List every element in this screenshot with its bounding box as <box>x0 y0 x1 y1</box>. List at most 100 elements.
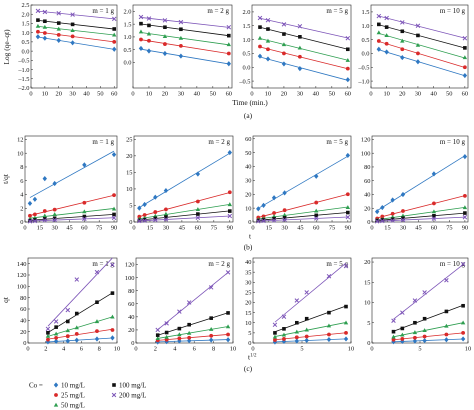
square-shape <box>226 311 230 315</box>
fit-line-10-mg-l <box>37 36 115 50</box>
diamond-shape <box>53 338 59 344</box>
ytick-label: 10 <box>245 205 251 212</box>
point-100-mg-l <box>401 216 405 221</box>
triangle-shape <box>297 45 303 50</box>
point-100-mg-l <box>179 27 183 32</box>
point-100-mg-l <box>390 217 395 222</box>
square-shape <box>282 32 286 36</box>
point-100-mg-l <box>43 19 47 24</box>
triangle-shape <box>35 23 41 28</box>
point-50-mg-l <box>400 38 405 43</box>
ytick-label: 20 <box>128 327 134 334</box>
xtick-label: 60 <box>195 225 201 232</box>
circle-shape <box>70 34 75 39</box>
circle-shape <box>391 337 396 342</box>
panel-b-m-2-g: 25 20 15 10 5 00 15 30 45 60 75 90 m = 2 g <box>126 135 234 232</box>
diamond-shape <box>431 171 437 177</box>
point-200-mg-l <box>153 217 158 223</box>
cross-stroke <box>431 216 437 221</box>
point-200-mg-l <box>226 24 232 30</box>
xtick-label: 90 <box>345 225 351 232</box>
cross-stroke <box>208 285 214 290</box>
legend-entry-label: 100 mg/L <box>119 382 146 390</box>
point-200-mg-l <box>345 35 351 41</box>
cross-stroke <box>261 218 266 224</box>
point-100-mg-l <box>112 27 117 31</box>
legend-entry-10-mg-l: 10 mg/L <box>53 382 85 390</box>
point-10-mg-l <box>227 149 233 156</box>
point-25-mg-l <box>187 335 192 340</box>
xtick-label: 50 <box>329 91 335 98</box>
point-100-mg-l <box>42 217 47 221</box>
point-10-mg-l <box>326 336 332 343</box>
legend-title: Co = <box>29 382 43 390</box>
ytick-label: 2 <box>20 205 23 212</box>
xtick-label: 30 <box>297 91 303 98</box>
fit-line-200-mg-l <box>259 17 348 39</box>
point-100-mg-l <box>228 209 232 213</box>
fit-line-25-mg-l <box>274 332 347 341</box>
ytick-label: 0.0 <box>124 60 132 67</box>
cross-stroke <box>42 9 48 15</box>
point-100-mg-l <box>346 210 350 215</box>
point-200-mg-l <box>374 219 380 224</box>
triangle-shape <box>186 330 192 335</box>
ytick-label: 25 <box>126 137 132 144</box>
triangle-shape <box>111 206 117 211</box>
series-200-mg-l <box>35 8 117 22</box>
cross-stroke <box>35 8 41 14</box>
point-100-mg-l <box>226 311 230 315</box>
point-25-mg-l <box>401 209 405 213</box>
diamond-shape <box>27 200 33 207</box>
triangle-shape <box>162 34 168 39</box>
point-10-mg-l <box>56 37 61 44</box>
fit-line-100-mg-l <box>47 292 113 333</box>
cross-stroke <box>390 218 395 223</box>
xtick-label: 30 <box>400 225 406 232</box>
point-10-mg-l <box>94 336 100 342</box>
series-25-mg-l <box>36 29 117 44</box>
point-10-mg-l <box>282 190 287 196</box>
diamond-shape <box>178 53 184 59</box>
series-50-mg-l <box>391 320 466 339</box>
cross-stroke <box>462 35 468 41</box>
point-10-mg-l <box>400 191 406 198</box>
xtick-label: 30 <box>178 91 184 98</box>
series-50-mg-l <box>155 324 231 341</box>
cross-stroke <box>281 314 287 319</box>
ytick-label: 6 <box>20 178 23 185</box>
point-10-mg-l <box>53 338 59 344</box>
point-200-mg-l <box>281 314 287 319</box>
point-50-mg-l <box>208 326 214 331</box>
circle-shape <box>463 193 467 198</box>
diamond-shape <box>257 53 263 59</box>
point-50-mg-l <box>265 38 271 43</box>
cross-stroke <box>297 24 303 29</box>
square-shape <box>155 333 160 337</box>
xtick-label: 60 <box>226 91 232 98</box>
xtick-label: 0 <box>370 225 373 232</box>
point-200-mg-l <box>422 290 427 295</box>
diamond-shape <box>56 37 61 44</box>
circle-shape <box>42 209 47 213</box>
diamond-shape <box>462 72 468 79</box>
fit-line-200-mg-l <box>377 216 465 222</box>
cross-stroke <box>345 214 351 220</box>
point-200-mg-l <box>313 216 319 221</box>
point-100-mg-l <box>304 316 309 321</box>
point-200-mg-l <box>65 307 71 313</box>
ytick-label: 0 <box>367 219 370 226</box>
circle-shape <box>177 336 182 341</box>
square-shape <box>444 309 449 314</box>
circle-shape <box>112 39 117 44</box>
point-10-mg-l <box>281 61 287 67</box>
point-100-mg-l <box>416 33 420 38</box>
circle-shape <box>432 201 436 206</box>
xtick-label: 30 <box>69 91 75 98</box>
cross-stroke <box>138 14 144 20</box>
point-25-mg-l <box>226 332 230 337</box>
point-100-mg-l <box>95 300 99 304</box>
series-10-mg-l <box>257 53 351 83</box>
circle-shape <box>226 332 230 337</box>
point-50-mg-l <box>94 319 100 324</box>
